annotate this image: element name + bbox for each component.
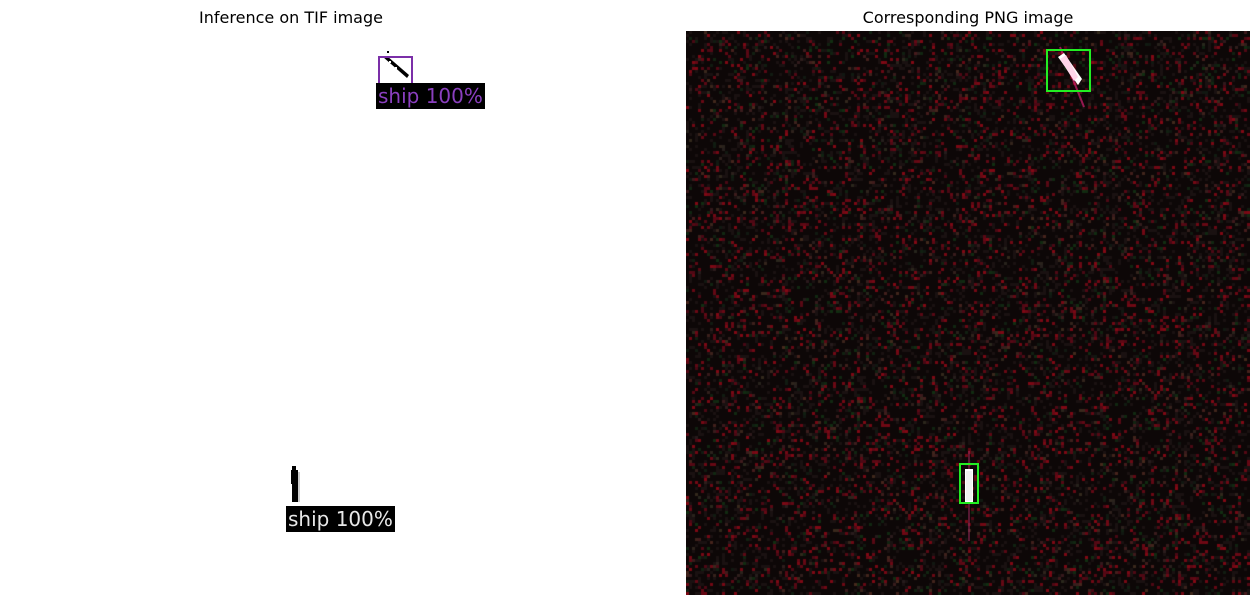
tif-image-panel: ship 100% ship 100% bbox=[0, 31, 582, 595]
ship-icon bbox=[1058, 46, 1085, 108]
ship-icon bbox=[291, 466, 300, 502]
png-detection-box-1 bbox=[1046, 49, 1091, 92]
tif-panel-title: Inference on TIF image bbox=[199, 8, 383, 27]
detection-label-1: ship 100% bbox=[376, 83, 485, 109]
detection-label-2: ship 100% bbox=[286, 506, 395, 532]
ship-icon bbox=[383, 51, 409, 78]
detection-box-1 bbox=[378, 56, 413, 86]
png-panel-title: Corresponding PNG image bbox=[862, 8, 1074, 27]
png-image-panel bbox=[686, 31, 1250, 595]
png-detection-box-2 bbox=[959, 463, 979, 504]
ship-icon bbox=[965, 451, 973, 541]
